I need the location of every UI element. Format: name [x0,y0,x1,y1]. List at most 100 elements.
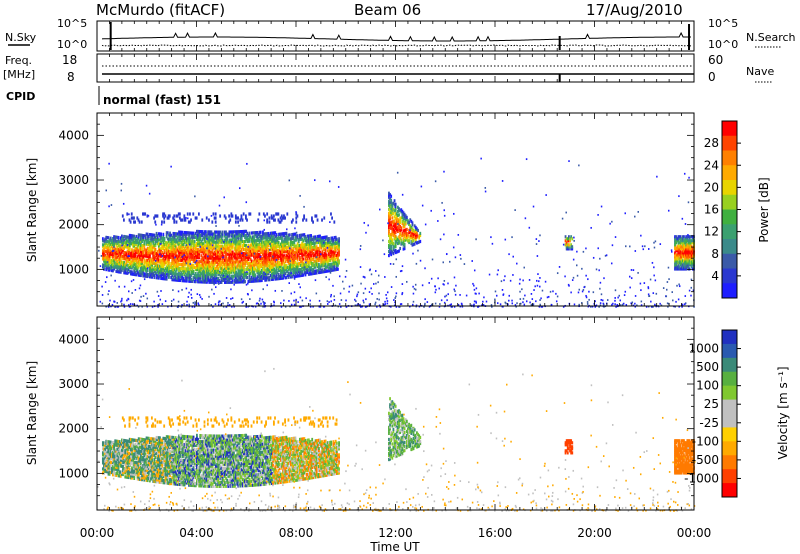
power-cell [204,248,207,252]
power-cell [264,274,267,278]
power-cell [494,290,497,293]
power-cell [215,268,217,272]
power-cell [267,239,270,244]
power-cell [345,299,347,302]
power-cell [141,235,143,240]
power-cell [271,273,273,277]
power-cell [396,237,399,242]
power-cell [179,234,182,238]
power-cell [129,254,132,258]
power-cell [150,233,152,237]
power-cell [687,265,690,269]
power-cell [231,266,234,270]
power-cell [265,274,268,278]
power-cell [163,269,166,273]
power-cell [155,258,158,262]
power-cell [246,261,249,266]
power-cell [304,243,307,247]
power-cell [178,216,181,220]
power-cell [204,246,207,250]
power-cell [176,272,179,276]
power-cell [190,249,193,253]
power-cell [216,270,218,274]
power-cell [192,241,195,245]
power-cell [275,271,278,275]
power-cell [237,232,240,236]
power-cell [141,261,143,266]
power-cell [132,260,134,264]
power-cell [100,255,103,257]
power-cell [246,259,249,264]
power-cell [522,279,524,282]
power-cell [138,271,141,275]
power-cell [176,240,179,244]
power-cell [243,241,245,246]
power-cell [640,300,643,303]
power-cell [263,254,265,258]
power-cell [330,252,333,256]
power-cell [395,292,398,295]
power-cell [538,280,540,283]
power-cell [251,263,254,267]
power-cell [675,259,678,263]
power-cell [119,258,122,262]
power-cell [123,255,126,259]
power-cell [136,261,139,265]
power-cell [309,268,311,272]
power-cell [194,302,196,304]
power-cell [272,247,274,251]
power-cell [676,255,679,259]
power-cell [263,236,265,240]
power-cell [307,248,310,252]
power-cell [278,264,281,269]
power-cell [107,254,110,258]
power-cell [191,241,194,245]
power-cell [187,249,189,253]
power-cell [220,278,223,282]
power-cell [194,249,197,254]
power-cell [255,269,258,273]
power-cell [110,238,113,243]
power-cell [301,273,304,277]
power-cell [267,254,270,258]
power-cell [286,251,289,255]
power-cell [687,243,690,247]
power-cell [170,275,173,280]
power-cell [290,241,292,245]
power-cell [318,268,320,273]
power-cell [403,234,406,239]
power-cell [684,249,686,253]
power-cell [173,278,176,282]
power-cell [210,236,213,240]
power-cell [304,263,307,267]
power-cell [188,249,190,253]
power-cell [159,250,161,254]
power-cell [138,220,141,224]
power-cell [653,246,656,249]
power-cell [687,239,690,243]
power-cell [239,252,242,256]
power-cell [264,234,267,238]
power-cell [142,268,145,272]
power-cell [337,267,339,271]
power-cell [142,212,144,216]
power-cell [276,249,279,253]
power-cell [257,267,260,271]
power-cell [170,271,173,276]
power-cell [180,250,183,254]
power-cell [680,259,683,263]
power-cell [176,214,179,218]
power-cell [238,268,241,272]
power-cell [191,255,194,259]
power-cell [239,262,242,266]
power-cell [262,234,264,238]
power-cell [264,260,267,264]
power-cell [652,292,655,295]
power-cell [221,270,224,274]
power-cell [198,268,201,272]
power-cell [206,256,208,260]
power-cell [396,209,399,213]
power-cell [656,175,658,178]
power-cell [301,233,304,237]
power-cell [234,264,236,268]
